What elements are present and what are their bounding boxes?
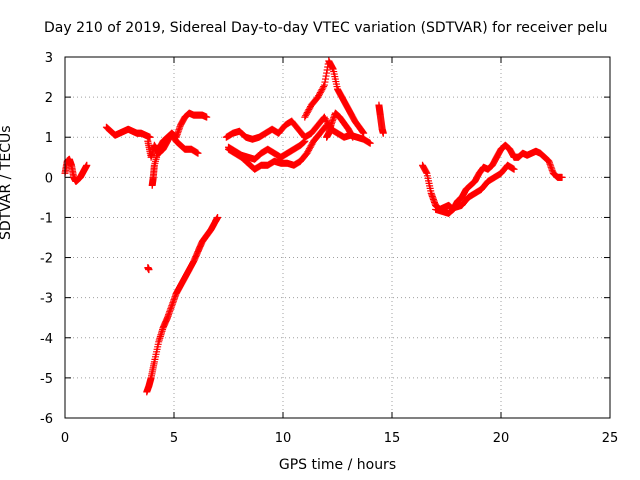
- data-point: [83, 161, 91, 169]
- x-tick-label: 10: [275, 431, 292, 446]
- data-point: [302, 112, 310, 120]
- x-axis-label: GPS time / hours: [278, 457, 397, 473]
- data-point: [321, 115, 329, 123]
- data-point: [306, 143, 314, 151]
- y-axis-label: SDTVAR / TECUs: [0, 125, 14, 240]
- data-points: [61, 57, 566, 396]
- y-tick-label: -1: [40, 211, 53, 226]
- data-point: [320, 113, 328, 121]
- data-point: [303, 109, 311, 117]
- data-point: [303, 149, 311, 157]
- x-tick-label: 15: [384, 431, 401, 446]
- data-point: [317, 87, 325, 95]
- data-point: [308, 140, 316, 148]
- data-point: [305, 145, 313, 153]
- y-tick-label: 3: [45, 51, 53, 66]
- y-tick-label: -3: [40, 292, 53, 307]
- data-point: [316, 89, 324, 97]
- chart-title: Day 210 of 2019, Sidereal Day-to-day VTE…: [44, 20, 608, 36]
- data-point: [145, 266, 153, 274]
- data-point: [305, 146, 313, 154]
- y-tick-label: 2: [45, 91, 53, 106]
- data-point: [301, 113, 309, 121]
- y-tick-label: -5: [40, 372, 53, 387]
- axis-ticks: 0 5 10 15 20 25 -6 -5 -4 -3 -2 -1 0 1 2 3: [40, 51, 618, 446]
- data-point: [306, 104, 314, 112]
- y-tick-label: 0: [45, 171, 53, 186]
- data-point: [305, 106, 313, 114]
- y-tick-label: -6: [40, 412, 53, 427]
- y-tick-label: 1: [45, 131, 53, 146]
- x-tick-label: 0: [61, 431, 69, 446]
- data-point: [146, 133, 154, 141]
- y-tick-label: -2: [40, 252, 53, 267]
- data-point: [315, 92, 323, 100]
- x-tick-label: 25: [602, 431, 619, 446]
- data-point: [558, 173, 566, 181]
- data-point: [304, 148, 312, 156]
- data-point: [301, 137, 309, 145]
- data-point: [194, 149, 202, 157]
- data-point: [316, 90, 324, 98]
- data-point: [314, 93, 322, 101]
- y-tick-label: -4: [40, 332, 53, 347]
- data-point: [366, 139, 374, 147]
- data-point: [319, 84, 327, 92]
- x-tick-label: 5: [170, 431, 178, 446]
- data-point: [304, 107, 312, 115]
- data-point: [320, 83, 328, 91]
- x-tick-label: 20: [493, 431, 510, 446]
- data-point: [510, 165, 518, 173]
- data-point: [203, 113, 211, 121]
- data-point: [307, 142, 315, 150]
- data-point: [318, 86, 326, 94]
- data-point: [302, 110, 310, 118]
- grid-lines: [65, 57, 610, 418]
- plot-frame: [64, 56, 611, 419]
- data-point: [214, 213, 222, 221]
- data-point: [379, 129, 387, 137]
- data-point: [360, 129, 368, 137]
- data-point: [349, 133, 357, 141]
